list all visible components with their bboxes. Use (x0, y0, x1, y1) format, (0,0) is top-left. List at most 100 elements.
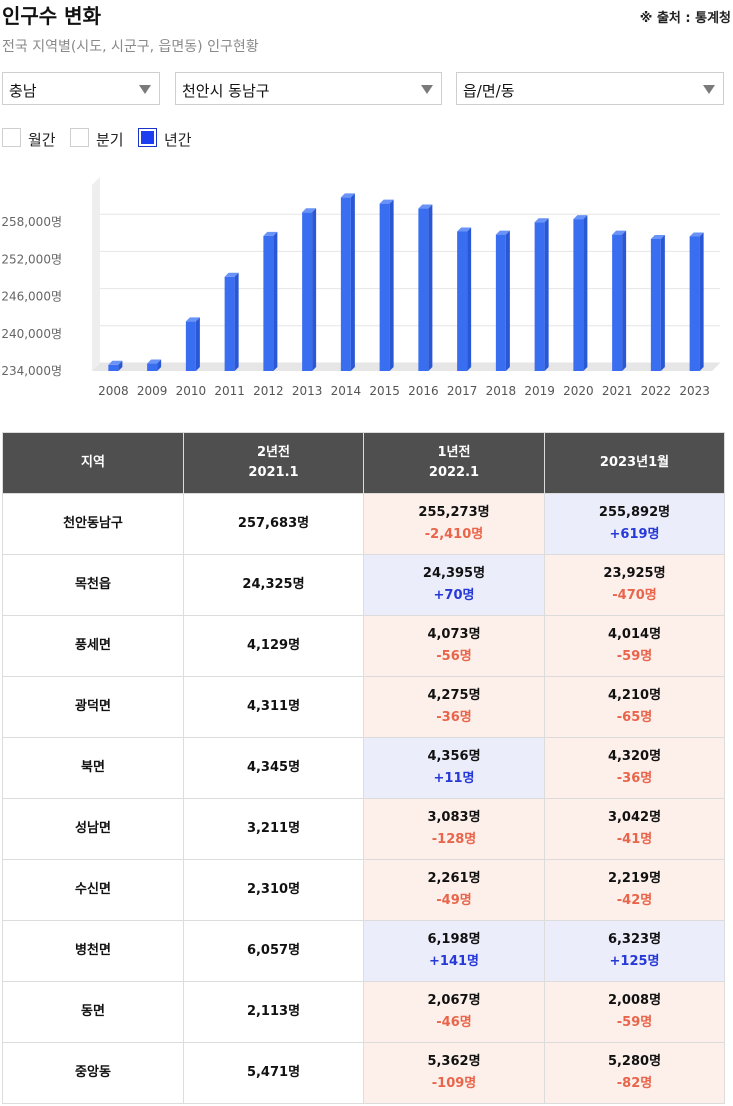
population-change: -109명 (431, 1076, 477, 1091)
one-year-ago-cell: 4,356명 +11명 (363, 737, 545, 799)
x-tick-label: 2009 (137, 384, 168, 398)
bar (612, 234, 623, 371)
region-name: 동면 (81, 1004, 105, 1019)
period-option-1[interactable]: 분기 (70, 128, 134, 150)
column-header-label: 1년전 (437, 445, 471, 460)
region-name: 성남면 (75, 821, 111, 836)
region-name: 광덕면 (75, 699, 111, 714)
x-tick-label: 2008 (98, 384, 129, 398)
population-value: 4,014명 (607, 627, 662, 642)
population-change: -49명 (436, 893, 472, 908)
two-years-ago-cell: 3,211명 (183, 798, 364, 860)
x-tick-label: 2020 (563, 384, 594, 398)
one-year-ago-cell: 5,362명 -109명 (363, 1042, 545, 1104)
two-years-ago-cell: 4,345명 (183, 737, 364, 799)
population-change: -470명 (612, 588, 657, 603)
period-option-2[interactable]: 년간 (138, 128, 202, 150)
chart-side-wall (92, 177, 100, 371)
bar-top (224, 272, 239, 277)
population-value: 255,892명 (598, 505, 671, 520)
population-value: 4,210명 (607, 688, 662, 703)
bar-top (689, 232, 704, 237)
one-year-ago-cell: 4,275명 -36명 (363, 676, 545, 738)
population-value: 3,083명 (427, 810, 481, 825)
x-tick-label: 2013 (292, 384, 323, 398)
population-value: 2,113명 (246, 1004, 301, 1019)
one-year-ago-cell: 2,261명 -49명 (363, 859, 545, 921)
population-change: +11명 (433, 771, 475, 786)
table-row: 천안동남구 257,683명 255,273명 -2,410명 255,892명 +619… (2, 493, 725, 555)
table-row: 동면 2,113명 2,067명 -46명 2,008명 -59명 (2, 981, 725, 1043)
bar (534, 222, 545, 371)
region-name: 목천읍 (75, 577, 111, 592)
checkbox-icon[interactable] (2, 128, 21, 147)
bar-side (273, 231, 278, 371)
column-header: 지역 (2, 432, 184, 494)
population-value: 4,073명 (427, 627, 481, 642)
two-years-ago-cell: 4,129명 (183, 615, 364, 677)
population-value: 6,057명 (246, 943, 301, 958)
column-header-label: 2년전 (257, 445, 290, 460)
town-select[interactable]: 읍/면/동 (456, 72, 724, 105)
bar (379, 203, 390, 371)
population-value: 24,395명 (422, 566, 486, 581)
population-change: -65명 (616, 710, 653, 725)
current-cell: 4,210명 -65명 (544, 676, 725, 738)
population-value: 24,325명 (242, 577, 305, 592)
bar-side (699, 232, 704, 371)
population-change: -59명 (616, 649, 653, 664)
population-value: 6,323명 (607, 932, 662, 947)
region-cell: 성남면 (2, 798, 184, 860)
population-value: 5,471명 (246, 1065, 301, 1080)
bar-side (118, 360, 123, 371)
bar-top (573, 215, 588, 220)
city-select[interactable]: 천안시 동남구 (175, 72, 442, 105)
column-header-label: 지역 (81, 455, 105, 470)
period-option-0[interactable]: 월간 (2, 128, 66, 150)
one-year-ago-cell: 3,083명 -128명 (363, 798, 545, 860)
bar (457, 231, 468, 371)
checkbox-icon[interactable] (70, 128, 89, 147)
bar-side (234, 272, 239, 371)
population-change: -36명 (436, 710, 472, 725)
x-tick-label: 2016 (408, 384, 439, 398)
data-source: ※ 출처 : 통계청 (639, 11, 731, 26)
one-year-ago-cell: 24,395명 +70명 (363, 554, 545, 616)
current-cell: 4,320명 -36명 (544, 737, 725, 799)
population-change: -36명 (616, 771, 653, 786)
table-row: 수신면 2,310명 2,261명 -49명 2,219명 -42명 (2, 859, 725, 921)
two-years-ago-cell: 2,113명 (183, 981, 364, 1043)
table-row: 목천읍 24,325명 24,395명 +70명 23,925명 -470명 (2, 554, 725, 616)
region-name: 병천면 (75, 943, 111, 958)
bar-side (622, 230, 627, 371)
province-select[interactable]: 충남 (2, 72, 160, 105)
bar-top (379, 199, 394, 204)
column-header-label: 2023년1월 (599, 455, 670, 470)
region-cell: 동면 (2, 981, 184, 1043)
table-row: 광덕면 4,311명 4,275명 -36명 4,210명 -65명 (2, 676, 725, 738)
current-cell: 5,280명 -82명 (544, 1042, 725, 1104)
bar-side (505, 230, 510, 371)
checkbox-icon[interactable] (138, 128, 157, 147)
region-cell: 병천면 (2, 920, 184, 982)
population-change: -41명 (616, 832, 653, 847)
bar (689, 236, 700, 371)
period-label: 분기 (96, 131, 124, 149)
bar-top (108, 360, 123, 365)
table-row: 북면 4,345명 4,356명 +11명 4,320명 -36명 (2, 737, 725, 799)
region-name: 천안동남구 (63, 516, 123, 531)
city-select-value: 천안시 동남구 (182, 82, 270, 100)
x-tick-label: 2018 (486, 384, 517, 398)
bar-side (350, 193, 355, 371)
bar-top (263, 231, 278, 236)
x-tick-label: 2011 (214, 384, 245, 398)
column-header: 2년전 2021.1 (183, 432, 364, 494)
bar-side (660, 234, 665, 371)
chevron-down-icon (139, 85, 151, 94)
current-cell: 3,042명 -41명 (544, 798, 725, 860)
current-cell: 6,323명 +125명 (544, 920, 725, 982)
bar-top (650, 234, 665, 239)
population-value: 2,008명 (607, 993, 662, 1008)
population-value: 23,925명 (603, 566, 666, 581)
region-cell: 풍세면 (2, 615, 184, 677)
